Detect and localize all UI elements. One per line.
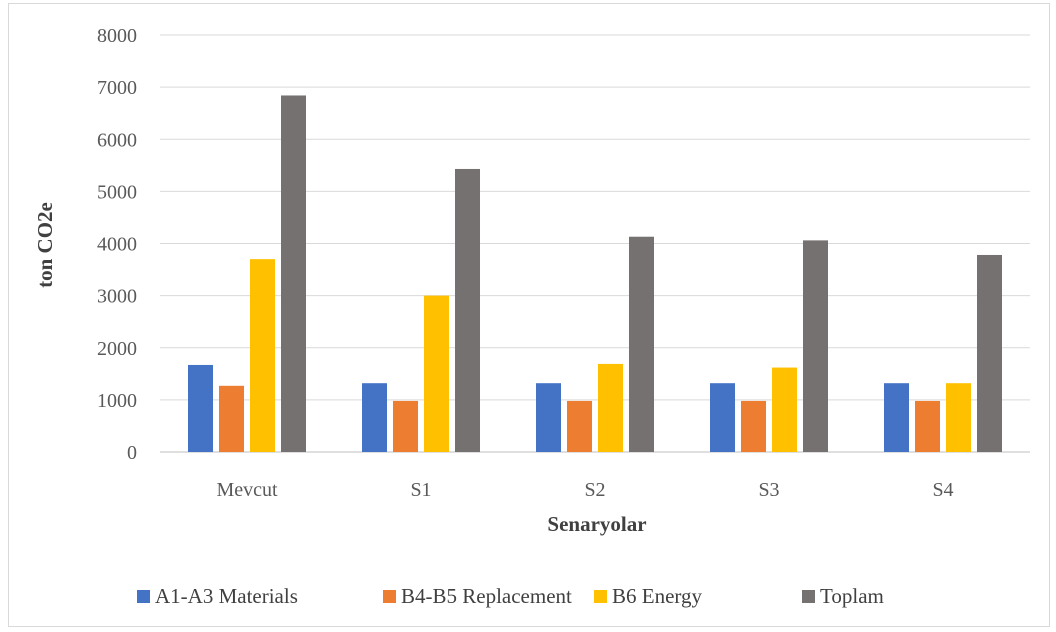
bars [188,95,1002,452]
x-tick-label: S4 [932,479,953,501]
x-axis-title: Senaryolar [547,512,646,536]
bar-b6-energy-s2 [598,363,623,452]
y-tick-label: 3000 [97,286,137,308]
y-tick-label: 6000 [97,129,137,151]
y-tick-label: 4000 [97,234,137,256]
y-tick-label: 1000 [97,390,137,412]
y-tick-label: 2000 [97,338,137,360]
bar-toplam-s1 [455,168,480,452]
bar-b6-energy-s4 [946,383,971,452]
bar-b6-energy-s1 [424,295,449,452]
legend: A1-A3 Materials B4-B5 Replacement B6 Energ… [137,584,884,608]
legend-swatch [383,590,396,603]
y-axis-title: ton CO2e [33,202,57,288]
x-tick-label: S3 [758,479,779,501]
legend-swatch [137,590,150,603]
legend-label: B4-B5 Replacement [401,584,572,608]
x-tick-label: S1 [410,479,431,501]
bar-a1-a3-materials-s4 [884,383,909,452]
y-axis-ticks: 0 1000 2000 3000 4000 5000 6000 7000 8000 [97,25,137,464]
bar-a1-a3-materials-s3 [710,383,735,452]
x-tick-label: S2 [584,479,605,501]
bar-b4-b5-replacement-mevcut [219,385,244,452]
y-tick-label: 5000 [97,181,137,203]
bar-toplam-s4 [977,254,1002,452]
y-tick-label: 0 [127,442,137,464]
y-tick-label: 7000 [97,77,137,99]
x-tick-label: Mevcut [216,479,278,501]
bar-b6-energy-s3 [772,367,797,452]
bar-b4-b5-replacement-s2 [567,400,592,452]
bar-toplam-s3 [803,240,828,452]
legend-label: A1-A3 Materials [155,584,298,608]
bar-b4-b5-replacement-s1 [393,400,418,452]
bar-a1-a3-materials-s1 [362,383,387,452]
bar-a1-a3-materials-mevcut [188,364,213,452]
bar-b6-energy-mevcut [250,259,275,452]
bar-a1-a3-materials-s2 [536,383,561,452]
bar-b4-b5-replacement-s3 [741,400,766,452]
y-tick-label: 8000 [97,25,137,47]
chart-frame [8,3,1050,627]
legend-label: B6 Energy [612,584,703,608]
legend-label: Toplam [820,584,884,608]
x-axis-ticks: Mevcut S1 S2 S3 S4 [216,479,953,501]
bar-toplam-s2 [629,236,654,452]
bar-b4-b5-replacement-s4 [915,400,940,452]
bar-toplam-mevcut [281,95,306,452]
legend-swatch [802,590,815,603]
legend-swatch [594,590,607,603]
